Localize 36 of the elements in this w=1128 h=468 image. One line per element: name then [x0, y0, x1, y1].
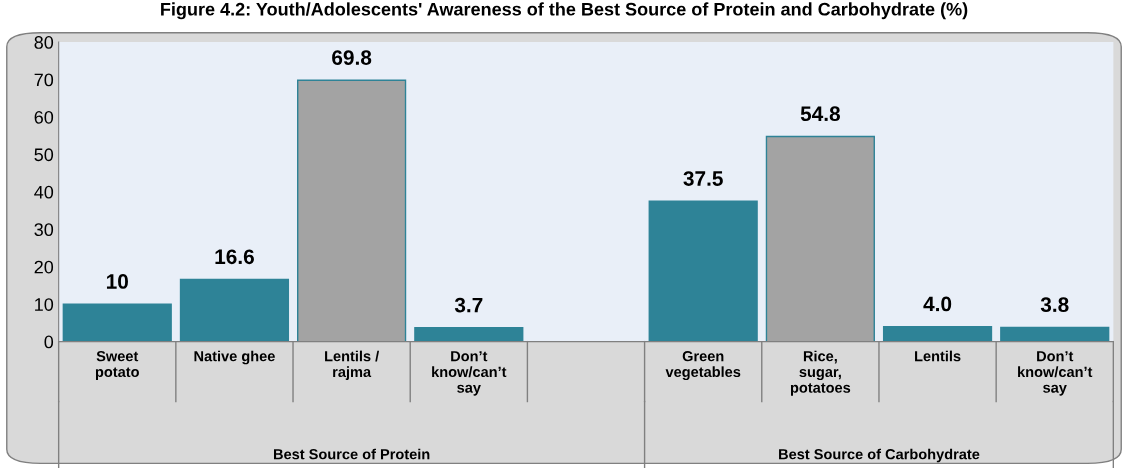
data-label: 4.0: [923, 296, 952, 312]
x-tick-label: Green vegetables: [665, 351, 741, 380]
data-label: 54.8: [800, 106, 841, 122]
text: Best Source of Protein: [274, 448, 430, 460]
bar: [297, 79, 407, 342]
data-label: 37.5: [683, 171, 723, 186]
x-tick-label: Sweet potato: [95, 351, 139, 380]
data-label: 69.8: [332, 50, 372, 65]
bar: [414, 327, 524, 342]
y-tick-label: 30: [34, 223, 54, 237]
chart-title: Figure 4.2: Youth/Adolescents' Awareness of the Best Source of Protein and Carbohydrate (%): [161, 2, 968, 20]
x-tick-label: Don’t know/can’t say: [1018, 351, 1093, 396]
bar: [765, 135, 875, 342]
y-tick-label: 60: [34, 110, 54, 124]
bar: [179, 278, 290, 342]
y-tick-label: 20: [34, 260, 54, 274]
bar: [62, 303, 172, 342]
y-tick-label: 10: [35, 298, 54, 311]
y-tick-label: 50: [34, 148, 54, 162]
x-tick-label: Lentils: [915, 350, 961, 362]
x-tick-label: Lentils / rajma: [325, 350, 380, 380]
data-label: 10: [106, 274, 128, 289]
y-tick-label: 40: [34, 185, 54, 199]
bar: [882, 325, 993, 342]
x-tick-label: Rice, sugar, potatoes: [790, 350, 851, 396]
data-label: 16.6: [215, 249, 254, 265]
text: Best Source of Carbohydrate: [779, 448, 980, 463]
y-tick-label: 80: [34, 36, 54, 49]
bar: [648, 200, 758, 342]
data-label: 3.7: [454, 297, 483, 313]
bar: [1000, 326, 1110, 342]
x-tick-label: Native ghee: [194, 350, 275, 365]
y-tick-label: 0: [44, 335, 54, 349]
x-tick-label: Don’t know/can’t say: [432, 351, 507, 396]
y-tick-label: 70: [34, 73, 54, 87]
data-label: 3.8: [1040, 297, 1069, 313]
